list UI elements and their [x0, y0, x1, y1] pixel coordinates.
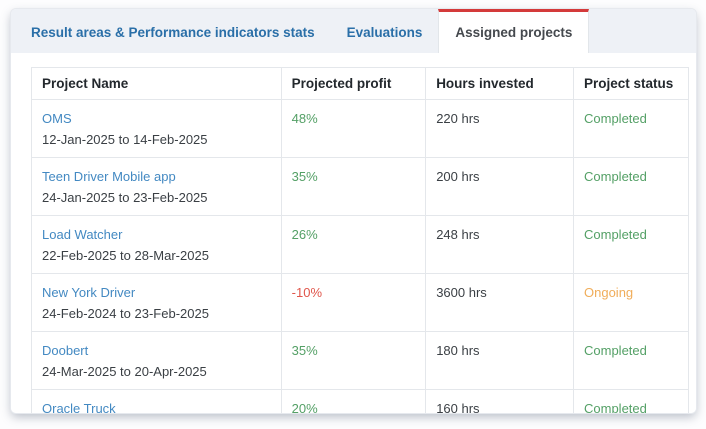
hours-invested-value: 160 hrs	[436, 401, 480, 414]
project-dates: 22-Feb-2025 to 28-Mar-2025	[42, 247, 209, 263]
project-link[interactable]: OMS	[42, 111, 72, 126]
project-dates: 24-Mar-2025 to 20-Apr-2025	[42, 363, 207, 379]
table-row: Doobert 24-Mar-2025 to 20-Apr-2025 35% 1…	[31, 331, 689, 390]
projected-profit-value: 35%	[291, 169, 318, 184]
tab-evaluations[interactable]: Evaluations	[346, 25, 423, 40]
projected-profit-value: 48%	[291, 111, 318, 126]
project-status-badge: Completed	[584, 343, 647, 358]
projected-profit-value: 35%	[291, 343, 318, 358]
tab-result-areas[interactable]: Result areas & Performance indicators st…	[31, 25, 315, 40]
project-status-badge: Completed	[584, 401, 647, 414]
hours-invested-value: 3600 hrs	[436, 285, 487, 300]
project-dates: 24-Jan-2025 to 23-Feb-2025	[42, 189, 208, 205]
projected-profit-value: 20%	[291, 401, 318, 414]
table-row: New York Driver 24-Feb-2024 to 23-Feb-20…	[31, 273, 689, 332]
col-header-project-status: Project status	[573, 67, 689, 100]
project-status-badge: Completed	[584, 169, 647, 184]
project-status-badge: Ongoing	[584, 285, 634, 300]
hours-invested-value: 180 hrs	[436, 343, 480, 358]
projected-profit-value: 26%	[291, 227, 318, 242]
projects-table: Project Name Projected profit Hours inve…	[31, 67, 689, 414]
tab-panel-content: Project Name Projected profit Hours inve…	[11, 53, 696, 414]
table-header-row: Project Name Projected profit Hours inve…	[31, 67, 689, 100]
tab-bar: Result areas & Performance indicators st…	[11, 9, 696, 53]
project-status-badge: Completed	[584, 111, 647, 126]
project-dates: 12-Jan-2025 to 14-Feb-2025	[42, 131, 208, 147]
tab-assigned-projects[interactable]: Assigned projects	[438, 9, 590, 53]
table-row: OMS 12-Jan-2025 to 14-Feb-2025 48% 220 h…	[31, 99, 689, 158]
project-link[interactable]: New York Driver	[42, 285, 136, 300]
col-header-hours-invested: Hours invested	[425, 67, 574, 100]
project-link[interactable]: Oracle Truck	[42, 401, 116, 414]
table-row: Oracle Truck 02-May-2025 to 30-May-2025 …	[31, 389, 689, 414]
project-link[interactable]: Load Watcher	[42, 227, 123, 242]
hours-invested-value: 220 hrs	[436, 111, 480, 126]
hours-invested-value: 248 hrs	[436, 227, 480, 242]
projected-profit-value: -10%	[291, 285, 323, 300]
project-link[interactable]: Doobert	[42, 343, 89, 358]
project-status-badge: Completed	[584, 227, 647, 242]
project-link[interactable]: Teen Driver Mobile app	[42, 169, 176, 184]
table-row: Teen Driver Mobile app 24-Jan-2025 to 23…	[31, 157, 689, 216]
project-dates: 24-Feb-2024 to 23-Feb-2025	[42, 305, 209, 321]
col-header-projected-profit: Projected profit	[280, 67, 427, 100]
assigned-projects-panel: Result areas & Performance indicators st…	[10, 8, 697, 414]
table-row: Load Watcher 22-Feb-2025 to 28-Mar-2025 …	[31, 215, 689, 274]
col-header-project-name: Project Name	[31, 67, 282, 100]
hours-invested-value: 200 hrs	[436, 169, 480, 184]
